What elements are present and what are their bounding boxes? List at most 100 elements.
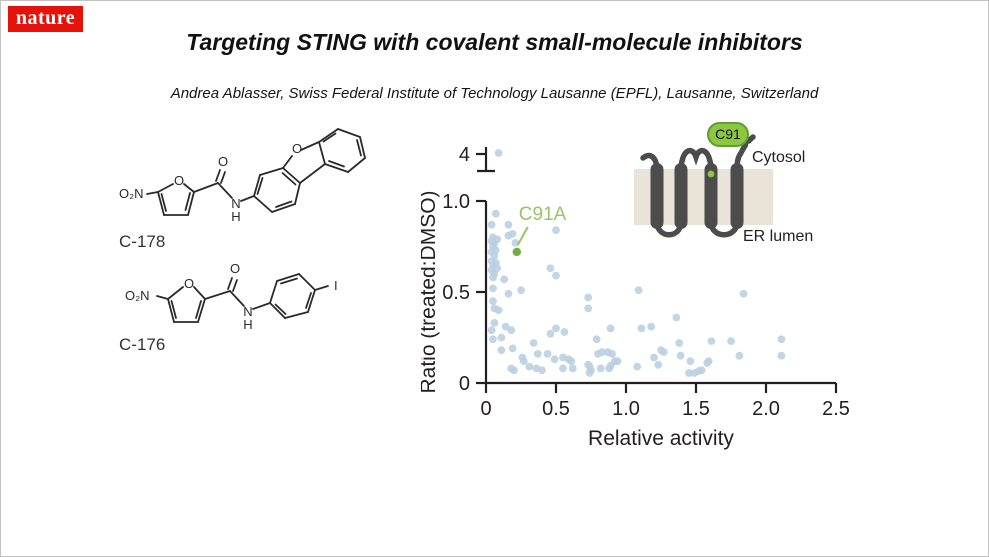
x-tick-label: 0 [480,398,491,420]
data-point [608,350,616,358]
data-point [494,306,503,315]
x-axis-title: Relative activity [588,427,734,450]
data-point [650,353,658,362]
data-point [500,275,509,284]
data-point [605,364,614,373]
data-point [606,324,615,333]
c176-bonds [156,273,329,323]
c91a-leader-line [516,226,529,246]
c91-badge-label: C91 [715,126,741,142]
data-point [508,344,517,353]
data-point [489,335,497,344]
data-point [501,322,510,331]
data-point [497,333,506,342]
c176-carbonyl-o-label: O [230,261,240,276]
scatter-svg: 0 0.5 1.0 4 0 0.5 1.0 1.5 2.0 2.5 Relative activit… [417,144,850,450]
data-point [647,322,656,331]
data-point [489,297,497,305]
er-lumen-label: ER lumen [743,228,813,245]
x-tick-label: 2.0 [752,398,780,420]
data-point [560,328,569,336]
data-point [672,313,681,322]
loop-2-3 [678,147,714,174]
data-point [533,350,542,358]
data-point [596,364,605,373]
data-point [487,326,496,335]
data-point [676,351,685,360]
data-point [584,293,593,302]
data-point [777,351,786,360]
data-point [707,337,716,345]
c178-furan-o-label: O [174,173,184,188]
data-point [634,286,643,295]
c176-iodo-label: I [334,278,338,293]
data-point [659,348,668,356]
c178-carbonyl-o-label: O [218,154,228,169]
broken-axis-tick-label: 4 [459,144,470,166]
helix-1 [650,163,664,229]
c91-site-dot [707,170,715,178]
data-point [552,324,560,333]
data-point [543,350,552,358]
data-point [685,369,693,377]
c91a-point [512,247,521,257]
x-tick-label: 2.5 [822,398,850,420]
c176-amide-h-label: H [243,317,252,332]
data-point [584,360,593,369]
x-tick-label: 1.5 [682,398,710,420]
data-point [489,273,497,282]
data-point [654,360,663,369]
c178-nitro-label: O₂N [119,186,144,201]
data-point [504,231,513,240]
activity-scatter-chart: 0 0.5 1.0 4 0 0.5 1.0 1.5 2.0 2.5 Relative activit… [417,131,881,461]
c91-badge [707,122,749,147]
data-point [633,362,642,371]
y-tick-label: 1.0 [442,191,470,213]
tick-labels: 0 0.5 1.0 4 0 0.5 1.0 1.5 2.0 2.5 [442,144,850,420]
data-point [637,324,646,333]
data-point [510,366,518,375]
data-point [491,209,500,218]
data-point [686,357,695,366]
c178-dbf-o-label: O [292,141,302,156]
data-point [490,319,499,327]
nature-logo: nature [8,6,83,32]
c91a-label: C91A [519,204,567,225]
c178-amide-h-label: H [231,209,240,224]
data-point [592,335,601,344]
data-point [559,364,567,373]
data-point [598,348,607,356]
data-point [739,289,748,298]
y-tick-label: 0 [459,373,470,395]
c178-bonds [146,128,366,216]
helix-3 [704,163,718,229]
figure-author: Andrea Ablasser, Swiss Federal Institute… [170,85,819,102]
y-axis-title: Ratio (treated:DMSO) [421,190,440,393]
data-point [704,357,713,366]
helix-4 [730,163,744,229]
data-point [777,335,786,344]
data-point [584,304,593,313]
data-point [546,330,555,338]
x-tick-label: 0.5 [542,398,570,420]
c178-name: C-178 [119,232,165,251]
figure-title: Targeting STING with covalent small-mole… [186,29,803,55]
data-point [567,357,576,366]
data-point [552,226,560,234]
data-point [735,351,744,360]
structure-c176: O₂N O O N H I C-176 [119,261,338,354]
c176-furan-o-label: O [184,276,194,291]
data-point [511,239,520,247]
outlier-point [494,149,503,157]
c-terminal-dashed [739,134,756,154]
c176-nitro-label: O₂N [125,288,150,303]
data-points [487,209,786,377]
y-tick-label: 0.5 [442,282,470,304]
data-point [568,364,577,373]
data-point [504,289,513,298]
data-point [517,286,525,295]
c178-amide-n-label: N [231,196,240,211]
data-point [504,220,513,229]
data-point [613,357,622,366]
data-point [525,362,534,371]
